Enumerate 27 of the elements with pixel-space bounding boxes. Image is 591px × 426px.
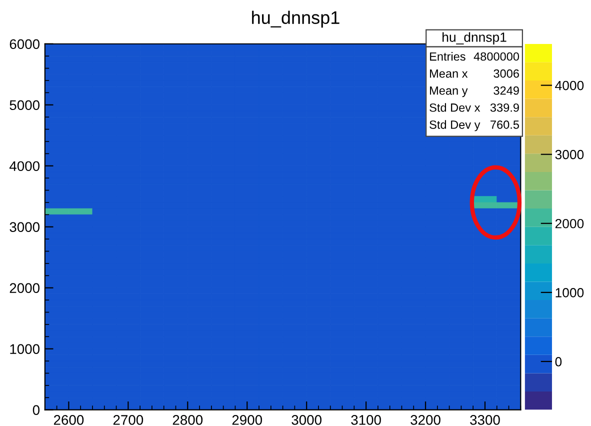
x-tick-label: 3200	[410, 415, 440, 425]
x-tick-label: 2800	[172, 415, 203, 425]
y-tick-label: 3000	[10, 222, 40, 232]
text: Mean y 3249	[430, 86, 519, 98]
annotation: Std Dev y 760.5	[430, 120, 519, 132]
x-tick-label: 2600	[54, 415, 84, 425]
annotation: hu_dnnsp1	[442, 32, 506, 44]
x-tick-label: 2700	[113, 415, 144, 425]
x-tick-label: 2900	[232, 415, 262, 425]
annotation: Entries 4800000	[430, 52, 520, 61]
y-tick-label: 5000	[10, 100, 40, 110]
color-bar-label: 4000	[555, 80, 584, 90]
x-tick-label: 3100	[351, 415, 381, 425]
y-tick-label: 0	[32, 405, 40, 415]
color-bar-label: 1000	[556, 288, 584, 298]
color-bar-label: 3000	[555, 150, 584, 160]
y-tick-label: 4000	[9, 161, 40, 172]
y-tick-label: 1000	[10, 344, 40, 354]
color-bar-label: 0	[555, 357, 562, 366]
text: Mean x 3006	[430, 69, 519, 78]
y-tick-label: 6000	[10, 39, 40, 50]
x-tick-label: 3300	[470, 415, 500, 425]
annotation: Std Dev x 339.9	[430, 103, 519, 112]
x-tick-label: 3000	[292, 415, 322, 425]
y-tick-label: 2000	[10, 283, 40, 294]
chart-title: hu_dnnsp1	[252, 10, 340, 28]
color-bar-label: 2000	[555, 218, 584, 228]
